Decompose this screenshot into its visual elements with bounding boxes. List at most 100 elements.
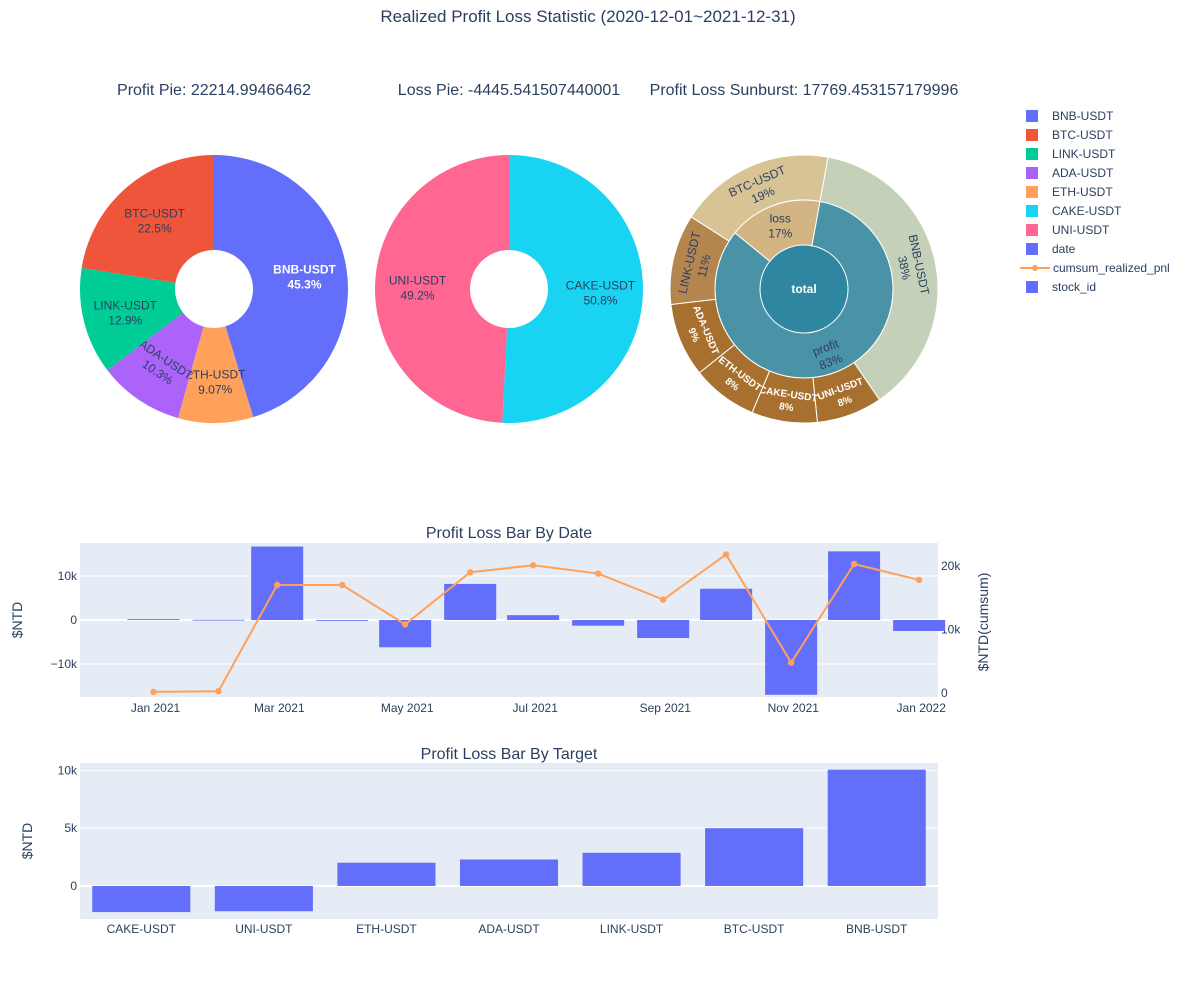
target-ytick-label: 0: [70, 879, 77, 893]
target-xtick-label: ADA-USDT: [478, 922, 540, 936]
cumsum-point: [401, 621, 409, 628]
target-bar-link-usdt: [582, 852, 681, 886]
legend-label: BNB-USDT: [1052, 108, 1114, 123]
sunburst-outer-bnb-usdt-percent: 38%: [895, 255, 914, 282]
pie-loss-slice-cake-usdt: [502, 155, 644, 423]
pie-profit-slice-link-usdt-name: LINK-USDT: [94, 298, 158, 312]
target-xtick-label: CAKE-USDT: [107, 922, 177, 936]
pie-loss-title: Loss Pie: -4445.541507440001: [398, 82, 621, 99]
legend-item[interactable]: date: [1020, 239, 1196, 258]
cumsum-point: [594, 570, 602, 577]
legend-label: ETH-USDT: [1052, 184, 1113, 199]
pie-profit-slice-eth-usdt: [177, 326, 254, 423]
target-chart-title: Profit Loss Bar By Target: [421, 746, 598, 763]
pie-profit-slice-link-usdt-percent: 12.9%: [108, 313, 142, 327]
figure-title: Realized Profit Loss Statistic (2020-12-…: [380, 7, 795, 26]
date-bar: [893, 620, 946, 631]
legend-item[interactable]: CAKE-USDT: [1020, 201, 1196, 220]
target-ylabel: $NTD: [19, 823, 35, 860]
legend-item[interactable]: cumsum_realized_pnl: [1020, 258, 1196, 277]
legend-item[interactable]: LINK-USDT: [1020, 144, 1196, 163]
date-xtick-label: Jan 2022: [897, 701, 947, 715]
sunburst-outer-link-usdt-percent: 11%: [695, 253, 714, 279]
date-bar: [444, 583, 497, 620]
pie-loss-slice-uni-usdt-name: UNI-USDT: [389, 274, 447, 288]
sunburst-outer-bnb-usdt: [819, 156, 939, 401]
date-bar: [637, 620, 690, 639]
date-y2tick-label: 20k: [941, 559, 961, 573]
date-bar: [507, 615, 560, 620]
sunburst-outer-ada-usdt-percent: 9%: [685, 326, 701, 344]
target-xtick-label: BTC-USDT: [724, 922, 785, 936]
legend-label: CAKE-USDT: [1052, 203, 1122, 218]
legend-swatch: [1026, 280, 1038, 293]
pie-profit-slice-link-usdt: [80, 267, 183, 371]
legend-item[interactable]: UNI-USDT: [1020, 220, 1196, 239]
cumsum-point: [466, 569, 474, 576]
legend-label: date: [1052, 241, 1076, 256]
target-bar-bnb-usdt: [827, 769, 926, 886]
pie-profit-slice-eth-usdt-percent: 9.07%: [198, 382, 233, 396]
cumsum-point: [722, 551, 730, 558]
legend-label: LINK-USDT: [1052, 146, 1116, 161]
sunburst-inner-loss-percent: 17%: [768, 227, 792, 241]
legend-swatch: [1026, 109, 1038, 122]
sunburst-root: [760, 245, 848, 333]
target-bar-btc-usdt: [705, 828, 804, 886]
pie-loss-slice-cake-usdt-name: CAKE-USDT: [566, 278, 636, 292]
cumsum-point: [850, 560, 858, 568]
pie-profit-slice-eth-usdt-name: ETH-USDT: [185, 367, 247, 382]
target-bar-ada-usdt: [459, 859, 559, 886]
legend-swatch: [1026, 242, 1038, 255]
target-xtick-label: UNI-USDT: [235, 922, 293, 936]
pie-profit-slice-ada-usdt: [107, 312, 204, 419]
legend-item[interactable]: stock_id: [1020, 277, 1196, 296]
date-xtick-label: Jan 2021: [131, 701, 181, 715]
date-xtick-label: Nov 2021: [768, 701, 820, 715]
pie-loss-slice-uni-usdt-percent: 49.2%: [401, 289, 435, 303]
cumsum-point: [529, 562, 537, 569]
sunburst-root-label: total: [791, 282, 816, 296]
cumsum-point: [787, 659, 795, 666]
pie-profit-title: Profit Pie: 22214.99466462: [117, 82, 311, 99]
legend-item[interactable]: ADA-USDT: [1020, 163, 1196, 182]
pie-profit-slice-btc-usdt: [81, 155, 214, 283]
legend: BNB-USDT BTC-USDT LINK-USDT ADA-USDT ETH-USD…: [1020, 106, 1196, 296]
date-xtick-label: May 2021: [381, 701, 434, 715]
target-bar-cake-usdt: [92, 885, 191, 913]
legend-label: BTC-USDT: [1052, 127, 1113, 142]
legend-label: UNI-USDT: [1052, 222, 1110, 237]
legend-item[interactable]: BTC-USDT: [1020, 125, 1196, 144]
target-ytick-label: 10k: [58, 763, 78, 777]
sunburst-outer-cake-usdt-percent: 8%: [778, 401, 794, 414]
date-xtick-label: Mar 2021: [254, 701, 305, 715]
date-bar: [700, 588, 753, 620]
cumsum-point: [659, 596, 667, 603]
date-bar: [572, 620, 625, 626]
legend-swatch: [1026, 223, 1038, 236]
target-xtick-label: LINK-USDT: [600, 922, 664, 936]
legend-item[interactable]: BNB-USDT: [1020, 106, 1196, 125]
target-ytick-label: 5k: [64, 821, 78, 835]
date-y2label: $NTD(cumsum): [975, 573, 991, 672]
pie-profit-slice-bnb-usdt: [214, 155, 348, 418]
date-bar: [316, 620, 369, 621]
legend-swatch: [1026, 204, 1038, 217]
sunburst-inner-loss-name: loss: [770, 212, 791, 226]
date-ytick-label: 0: [70, 613, 77, 627]
legend-swatch: [1026, 128, 1038, 141]
legend-label: stock_id: [1052, 279, 1097, 294]
legend-swatch: [1026, 185, 1038, 198]
pie-loss-slice-cake-usdt-percent: 50.8%: [583, 293, 617, 307]
target-xtick-label: BNB-USDT: [846, 922, 908, 936]
legend-item[interactable]: ETH-USDT: [1020, 182, 1196, 201]
cumsum-point: [150, 688, 157, 696]
sunburst-outer-btc-usdt: [690, 154, 829, 242]
